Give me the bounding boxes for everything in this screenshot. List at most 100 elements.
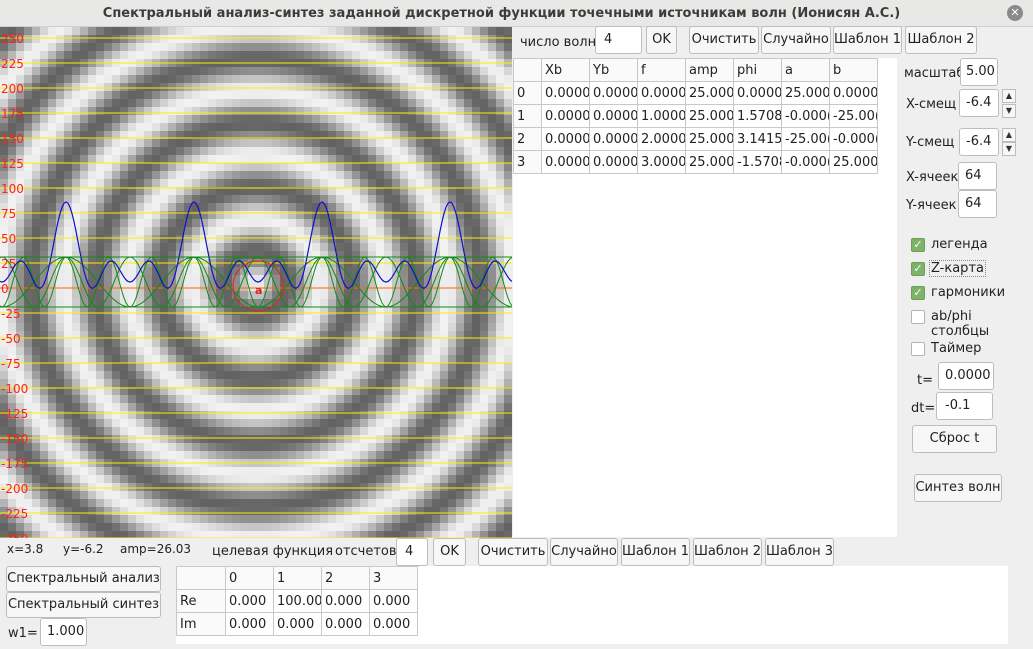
table-cell[interactable]: 0.0000 bbox=[541, 81, 590, 105]
zmap-cell bbox=[264, 115, 273, 124]
y-shift-input[interactable]: -6.4 bbox=[959, 128, 999, 156]
dt-input[interactable]: -0.1 bbox=[936, 392, 993, 420]
wave-plot-canvas[interactable]: 250 225 200 175 150 125 100 75 50 25 0 -25 -50 -75 -10… bbox=[0, 27, 512, 538]
table-cell[interactable]: 0.000 bbox=[369, 589, 418, 613]
wave-template-2-button[interactable]: Шаблон 2 bbox=[905, 26, 977, 54]
table-row[interactable]: Im 0.000 0.000 0.000 0.000 bbox=[176, 612, 418, 636]
table-cell[interactable]: 0.000 bbox=[225, 612, 274, 636]
table-cell[interactable]: 0.0000 bbox=[733, 81, 782, 105]
close-icon[interactable]: ✕ bbox=[1007, 5, 1023, 21]
wave-template-1-button[interactable]: Шаблон 1 bbox=[833, 26, 902, 54]
zmap-cell bbox=[232, 139, 241, 148]
x-shift-up-icon[interactable]: ▲ bbox=[1002, 89, 1016, 103]
table-cell[interactable]: -25.00( bbox=[781, 127, 830, 151]
zmap-cell bbox=[456, 523, 465, 532]
y-cells-input[interactable]: 64 bbox=[958, 190, 997, 218]
t-input[interactable]: 0.0000 bbox=[938, 362, 994, 390]
reset-t-button[interactable]: Сброс t bbox=[912, 425, 997, 453]
table-cell[interactable]: -0.000( bbox=[781, 104, 830, 128]
column-header[interactable]: b bbox=[829, 58, 878, 82]
zmap-cell bbox=[200, 379, 209, 388]
wave-count-input[interactable]: 4 bbox=[595, 26, 642, 54]
random-waves-button[interactable]: Случайно bbox=[761, 26, 831, 54]
table-row[interactable]: 1 0.0000 0.0000 1.0000 25.000 1.5708 -0.000(-2… bbox=[513, 104, 878, 128]
random-function-button[interactable]: Случайно bbox=[550, 538, 618, 566]
table-cell[interactable]: 1.0000 bbox=[637, 104, 686, 128]
zmap-cell bbox=[496, 51, 505, 60]
table-cell[interactable]: -25.00( bbox=[829, 104, 878, 128]
table-cell[interactable]: 25.000 bbox=[685, 104, 734, 128]
scale-input[interactable]: 5.00 bbox=[960, 58, 998, 86]
table-cell[interactable]: 0.0000 bbox=[589, 127, 638, 151]
table-cell[interactable]: 100.00 bbox=[273, 589, 322, 613]
table-cell[interactable]: -1.5708 bbox=[733, 150, 782, 174]
abphi-checkbox[interactable] bbox=[911, 310, 925, 324]
column-header[interactable]: phi bbox=[733, 58, 782, 82]
table-cell[interactable]: 3.0000 bbox=[637, 150, 686, 174]
timer-checkbox[interactable] bbox=[911, 342, 925, 356]
table-cell[interactable]: 0.000 bbox=[225, 589, 274, 613]
function-template-1-button[interactable]: Шаблон 1 bbox=[621, 538, 690, 566]
table-cell[interactable]: -0.000( bbox=[829, 127, 878, 151]
function-template-2-button[interactable]: Шаблон 2 bbox=[693, 538, 762, 566]
clear-function-button[interactable]: Очистить bbox=[478, 538, 548, 566]
x-cells-input[interactable]: 64 bbox=[958, 162, 997, 190]
table-cell[interactable]: 0.0000 bbox=[541, 104, 590, 128]
column-header[interactable]: 2 bbox=[321, 566, 370, 590]
legend-checkbox[interactable]: ✓ bbox=[911, 238, 925, 252]
samples-ok-button[interactable]: OK bbox=[433, 538, 466, 566]
zmap-checkbox[interactable]: ✓ bbox=[911, 262, 925, 276]
x-shift-down-icon[interactable]: ▼ bbox=[1002, 104, 1016, 118]
table-cell[interactable]: 0.000 bbox=[273, 612, 322, 636]
column-header[interactable]: Yb bbox=[589, 58, 638, 82]
table-cell[interactable]: 0.0000 bbox=[589, 81, 638, 105]
table-row[interactable]: Re 0.000 100.00 0.000 0.000 bbox=[176, 589, 418, 613]
y-tick-label: -75 bbox=[1, 357, 21, 371]
zmap-cell bbox=[344, 275, 353, 284]
table-cell[interactable]: 0.000 bbox=[369, 612, 418, 636]
table-cell[interactable]: 3.1415 bbox=[733, 127, 782, 151]
clear-waves-button[interactable]: Очистить bbox=[689, 26, 759, 54]
table-cell[interactable]: 25.000 bbox=[781, 81, 830, 105]
w1-input[interactable]: 1.000 bbox=[40, 618, 87, 646]
harmonics-checkbox[interactable]: ✓ bbox=[911, 286, 925, 300]
samples-input[interactable]: 4 bbox=[396, 538, 428, 566]
table-cell[interactable]: 2.0000 bbox=[637, 127, 686, 151]
zmap-cell bbox=[392, 243, 401, 252]
table-cell[interactable]: 25.000 bbox=[685, 150, 734, 174]
spectral-synthesis-button[interactable]: Спектральный синтез bbox=[6, 592, 161, 618]
wave-count-ok-button[interactable]: OK bbox=[646, 26, 677, 54]
table-cell[interactable]: 25.000 bbox=[829, 150, 878, 174]
column-header[interactable]: Xb bbox=[541, 58, 590, 82]
table-cell[interactable]: 0.0000 bbox=[637, 81, 686, 105]
table-cell[interactable]: 0.0000 bbox=[589, 104, 638, 128]
table-cell[interactable]: 1.5708 bbox=[733, 104, 782, 128]
column-header[interactable]: 1 bbox=[273, 566, 322, 590]
table-row[interactable]: 0 0.0000 0.0000 0.0000 25.000 0.0000 25.000 0.0… bbox=[513, 81, 878, 105]
y-shift-up-icon[interactable]: ▲ bbox=[1002, 128, 1016, 142]
zmap-cell bbox=[56, 443, 65, 452]
column-header[interactable]: a bbox=[781, 58, 830, 82]
spectral-analysis-button[interactable]: Спектральный анализ bbox=[6, 566, 161, 592]
table-cell[interactable]: 0.0000 bbox=[541, 150, 590, 174]
table-row[interactable]: 30.00000.00003.000025.000-1.5708-0.000(2… bbox=[513, 150, 878, 174]
table-cell[interactable]: 25.000 bbox=[685, 81, 734, 105]
y-shift-down-icon[interactable]: ▼ bbox=[1002, 142, 1016, 156]
table-cell[interactable]: 0.000 bbox=[321, 589, 370, 613]
table-cell[interactable]: 0.0000 bbox=[589, 150, 638, 174]
synthesize-waves-button[interactable]: Синтез волн bbox=[914, 474, 1002, 502]
x-shift-input[interactable]: -6.4 bbox=[959, 89, 999, 117]
column-header[interactable]: amp bbox=[685, 58, 734, 82]
column-header[interactable]: f bbox=[637, 58, 686, 82]
table-row[interactable]: 2 0.0000 0.0000 2.0000 25.000 3.1415 -25.00(-0… bbox=[513, 127, 878, 151]
table-cell[interactable]: 0.0000 bbox=[829, 81, 878, 105]
table-cell[interactable]: 0.0000 bbox=[541, 127, 590, 151]
zmap-cell bbox=[408, 227, 417, 236]
column-header[interactable]: 3 bbox=[369, 566, 418, 590]
table-cell[interactable]: -0.000( bbox=[781, 150, 830, 174]
function-template-3-button[interactable]: Шаблон 3 bbox=[765, 538, 834, 566]
column-header[interactable]: 0 bbox=[225, 566, 274, 590]
table-cell[interactable]: 0.000 bbox=[321, 612, 370, 636]
table-cell[interactable]: 25.000 bbox=[685, 127, 734, 151]
zmap-cell bbox=[256, 27, 265, 36]
